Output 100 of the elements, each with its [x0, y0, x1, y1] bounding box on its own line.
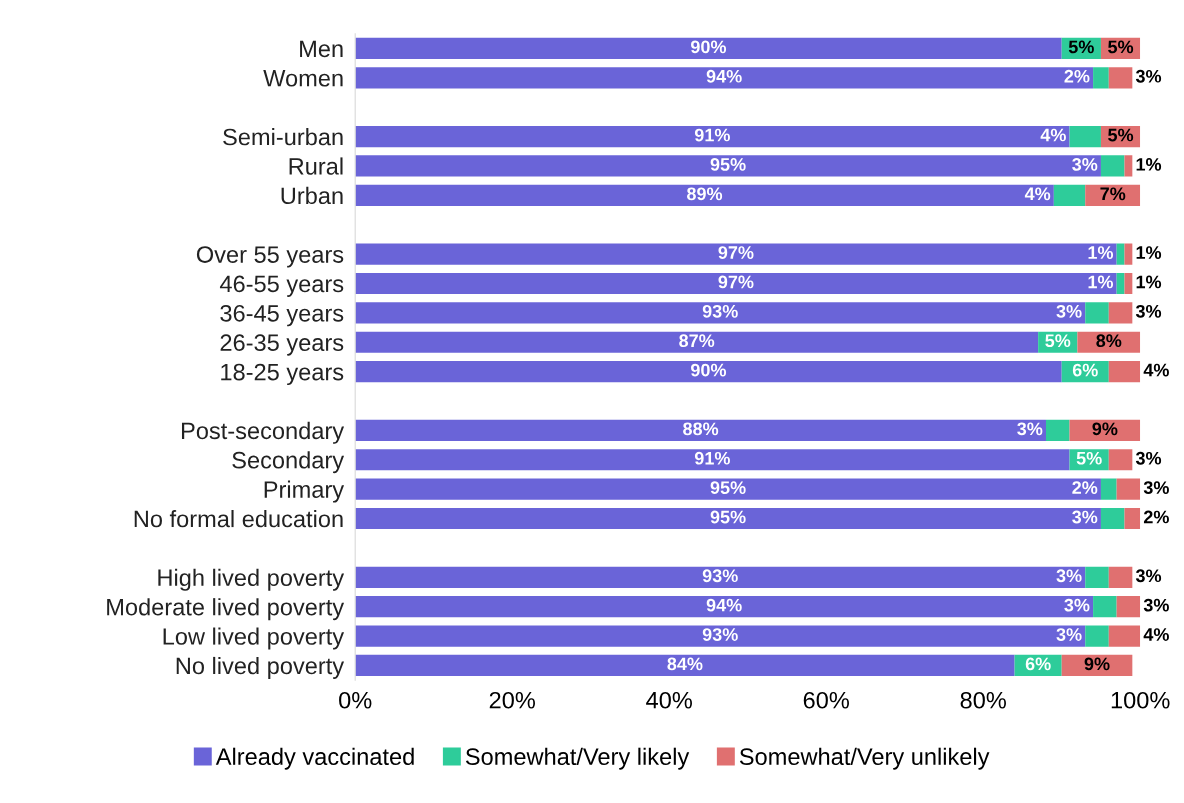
bar	[1053, 184, 1086, 206]
data-label: 3%	[1056, 628, 1082, 641]
data-label: 9%	[1092, 422, 1118, 436]
bar	[1124, 243, 1133, 265]
legend-label: Already vaccinated	[215, 747, 414, 770]
data-label: 95%	[710, 481, 746, 494]
bar	[355, 449, 1070, 471]
data-label: 3%	[1017, 422, 1043, 436]
data-label: 5%	[1108, 40, 1134, 54]
bar	[1093, 67, 1109, 89]
legend-label: Somewhat/Very likely	[465, 747, 690, 770]
bar	[355, 67, 1094, 89]
data-label: 1%	[1136, 246, 1162, 259]
bar	[355, 625, 1086, 647]
data-label: 4%	[1040, 128, 1066, 142]
data-label: 5%	[1068, 40, 1094, 54]
bar	[355, 155, 1101, 177]
bar	[355, 37, 1062, 59]
bar	[355, 243, 1117, 265]
data-label: 2%	[1064, 69, 1090, 83]
data-label: 90%	[691, 40, 727, 54]
y-tick-label: Rural	[289, 157, 343, 175]
data-label: 2%	[1143, 510, 1169, 524]
bar	[355, 478, 1101, 500]
bar	[355, 331, 1039, 353]
data-label: 5%	[1076, 451, 1102, 465]
y-tick-label: Urban	[281, 186, 343, 205]
data-label: 7%	[1100, 187, 1126, 201]
bar	[355, 184, 1054, 206]
bar	[1108, 625, 1141, 647]
data-label: 87%	[679, 334, 715, 348]
bar	[1108, 566, 1133, 588]
y-tick-label: No formal education	[134, 509, 343, 528]
bar	[355, 419, 1046, 441]
bar	[1124, 272, 1133, 295]
bar	[1100, 507, 1125, 530]
bar	[1108, 449, 1133, 471]
data-label: 3%	[1135, 69, 1162, 83]
bar	[1116, 596, 1141, 618]
data-label: 4%	[1143, 363, 1169, 377]
data-label: 5%	[1108, 128, 1134, 142]
data-label: 3%	[1064, 598, 1090, 612]
data-label: 97%	[718, 275, 754, 289]
y-tick-label: 26-35 years	[220, 334, 344, 356]
y-tick-label: No lived poverty	[176, 656, 345, 679]
data-label: 3%	[1135, 451, 1162, 465]
data-label: 3%	[1143, 481, 1169, 495]
x-tick-label: 40%	[646, 691, 692, 709]
data-label: 95%	[710, 510, 746, 524]
y-tick-label: Low lived poverty	[163, 627, 345, 650]
data-label: 2%	[1072, 481, 1098, 494]
data-label: 6%	[1025, 657, 1051, 671]
bar	[355, 566, 1086, 588]
data-label: 95%	[710, 158, 746, 171]
data-label: 1%	[1136, 275, 1162, 289]
bar	[1100, 478, 1117, 500]
data-label: 4%	[1024, 187, 1051, 201]
data-label: 3%	[1056, 304, 1082, 318]
bar	[355, 654, 1015, 677]
bar	[1124, 155, 1133, 177]
bar	[355, 272, 1117, 295]
data-label: 97%	[718, 246, 754, 259]
data-label: 93%	[702, 569, 738, 583]
data-label: 93%	[702, 304, 738, 318]
data-label: 9%	[1084, 657, 1110, 671]
bar	[1093, 596, 1117, 618]
y-tick-label: 36-45 years	[220, 304, 344, 327]
data-label: 84%	[667, 657, 703, 671]
legend-label: Somewhat/Very unlikely	[739, 747, 990, 770]
x-tick-label: 0%	[339, 691, 372, 709]
data-label: 6%	[1072, 363, 1098, 377]
data-label: 94%	[706, 69, 742, 83]
y-tick-label: 18-25 years	[221, 363, 344, 386]
data-label: 94%	[706, 598, 742, 612]
data-label: 5%	[1045, 334, 1071, 348]
y-tick-label: Moderate lived poverty	[107, 598, 345, 621]
data-label: 4%	[1143, 628, 1169, 641]
bar	[1108, 67, 1133, 89]
data-label: 91%	[694, 128, 730, 142]
y-tick-label: Post-secondary	[181, 421, 345, 444]
y-tick-label: Secondary	[232, 451, 345, 474]
x-tick-label: 100%	[1111, 691, 1170, 709]
data-label: 91%	[694, 451, 730, 465]
bar	[1108, 302, 1133, 324]
data-label: 3%	[1072, 158, 1098, 171]
x-tick-label: 60%	[803, 691, 849, 709]
bar	[1045, 419, 1070, 441]
data-label: 3%	[1135, 304, 1162, 318]
y-tick-label: High lived poverty	[158, 568, 345, 591]
y-tick-label: 46-55 years	[219, 275, 344, 297]
bar	[1085, 302, 1109, 324]
bar	[1085, 566, 1109, 588]
bar	[1100, 155, 1125, 177]
bar	[355, 302, 1086, 324]
bar	[1116, 478, 1141, 500]
bar	[1124, 507, 1141, 530]
bar	[355, 507, 1101, 530]
data-label: 8%	[1096, 334, 1122, 348]
x-tick-label: 80%	[960, 691, 1006, 709]
data-label: 93%	[702, 628, 738, 641]
